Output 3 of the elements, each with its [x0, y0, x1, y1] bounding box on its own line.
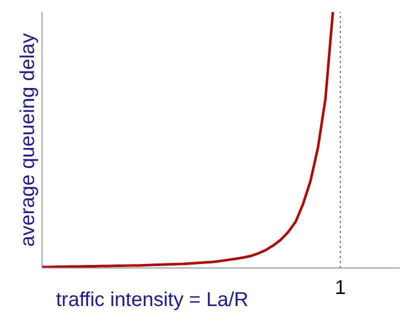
y-axis-title: average queueing delay — [17, 33, 40, 247]
text: 1 — [334, 277, 346, 299]
x-axis-title: traffic intensity = La/R — [56, 289, 248, 311]
